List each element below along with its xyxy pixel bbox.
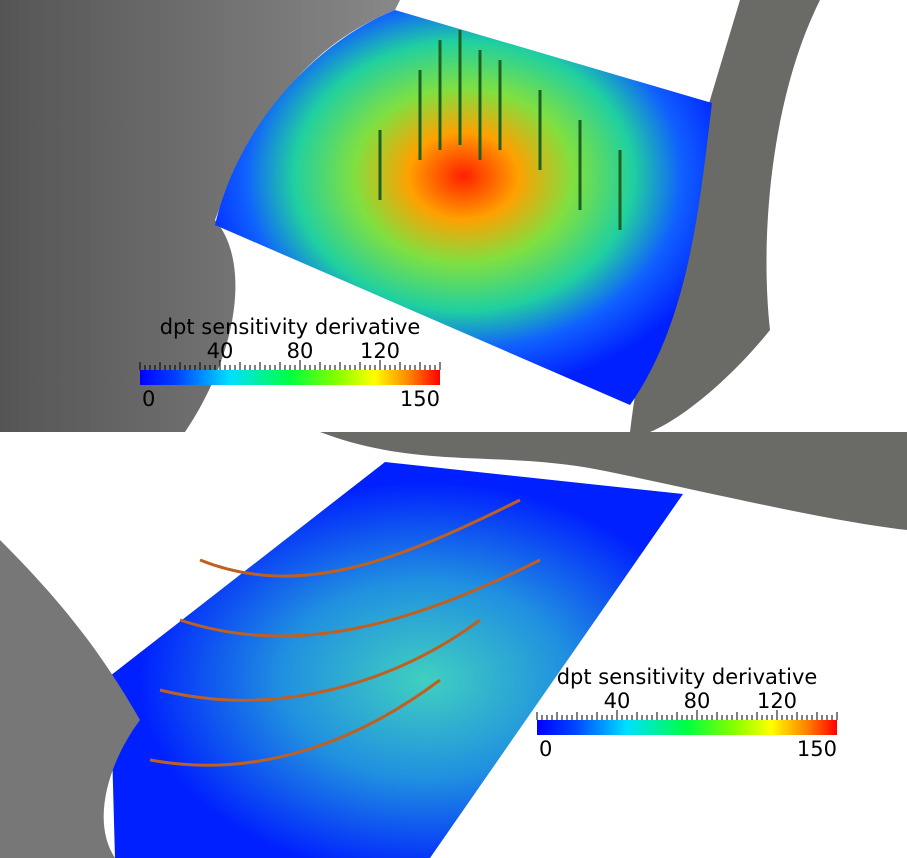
bottom-panel [0, 432, 907, 858]
colorbar [140, 370, 440, 385]
range-max-label: 150 [797, 737, 837, 761]
tick-label: 120 [757, 689, 797, 713]
tick-label: 80 [287, 339, 314, 363]
range-min-label: 0 [539, 737, 552, 761]
colorbar-title: dpt sensitivity derivative [160, 315, 421, 339]
tick-label: 120 [360, 339, 400, 363]
page: {"panels": [ {"colorbar": {"title": "dpt… [0, 0, 907, 858]
colorbar [537, 720, 837, 735]
range-max-label: 150 [400, 387, 440, 411]
range-min-label: 0 [142, 387, 155, 411]
top-panel [0, 0, 907, 432]
tick-label: 40 [207, 339, 234, 363]
tick-label: 40 [604, 689, 631, 713]
tick-label: 80 [684, 689, 711, 713]
figure: dpt sensitivity derivative40801200150dpt… [0, 0, 907, 858]
colorbar-title: dpt sensitivity derivative [557, 665, 818, 689]
